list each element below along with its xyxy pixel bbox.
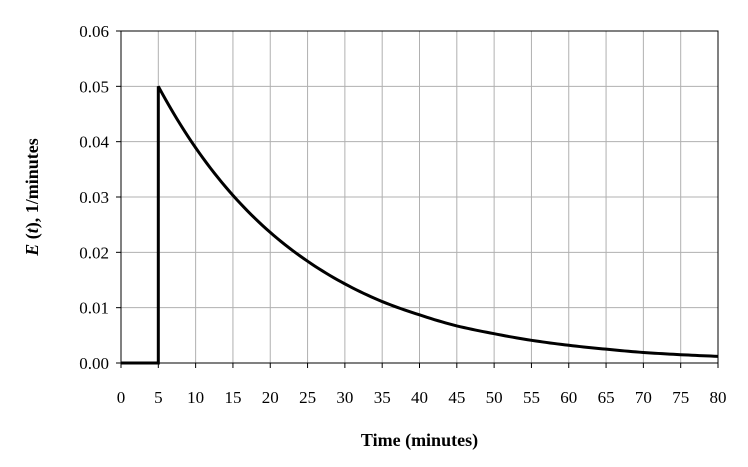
y-tick-label: 0.02 (79, 243, 109, 262)
x-tick-label: 25 (299, 388, 316, 407)
y-axis-ticks: 0.00 0.01 0.02 0.03 0.04 0.05 0.06 (79, 22, 121, 373)
x-tick-label: 55 (523, 388, 540, 407)
y-tick-label: 0.05 (79, 77, 109, 96)
x-tick-label: 70 (635, 388, 652, 407)
series-layer (121, 85, 719, 365)
x-tick-label: 15 (224, 388, 241, 407)
x-tick-label: 5 (154, 388, 163, 407)
x-tick-label: 10 (187, 388, 204, 407)
y-tick-label: 0.01 (79, 299, 109, 318)
x-tick-label: 30 (336, 388, 353, 407)
x-tick-label: 50 (486, 388, 503, 407)
x-axis-ticks: 0 5 10 15 20 25 30 35 40 45 50 55 60 65 70 75 80 (117, 363, 727, 407)
gridlines (121, 31, 718, 363)
y-tick-label: 0.00 (79, 354, 109, 373)
y-tick-label: 0.03 (79, 188, 109, 207)
x-tick-label: 60 (560, 388, 577, 407)
x-axis-title: Time (minutes) (361, 430, 478, 451)
series-line (121, 85, 719, 365)
x-tick-label: 20 (262, 388, 279, 407)
x-tick-label: 80 (710, 388, 727, 407)
x-tick-label: 0 (117, 388, 126, 407)
x-tick-label: 75 (672, 388, 689, 407)
x-tick-label: 40 (411, 388, 428, 407)
x-tick-label: 65 (598, 388, 615, 407)
x-tick-label: 35 (374, 388, 391, 407)
y-axis-title: E (t), 1/minutes (22, 138, 43, 257)
y-tick-label: 0.06 (79, 22, 109, 41)
y-tick-label: 0.04 (79, 133, 109, 152)
x-tick-label: 45 (448, 388, 465, 407)
